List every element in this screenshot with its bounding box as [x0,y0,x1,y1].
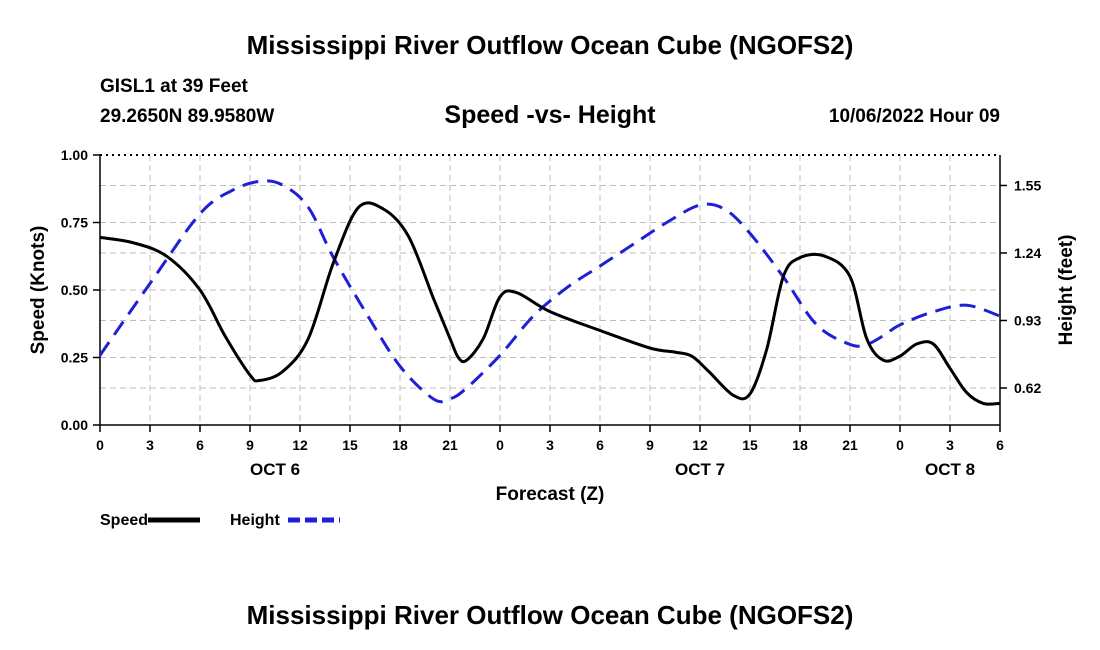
legend-label-height: Height [230,512,280,529]
y2-tick-label: 0.62 [1014,380,1041,396]
day-label: OCT 6 [250,460,300,479]
x-tick-label: 0 [496,437,504,453]
y-axis-speed: 0.00 0.25 0.50 0.75 1.00 [61,147,100,433]
y-tick-label: 0.00 [61,417,88,433]
y-tick-label: 0.75 [61,215,88,231]
x-tick-label: 12 [692,437,708,453]
x-tick-label: 3 [946,437,954,453]
y2-axis-title: Height (feet) [1056,235,1077,346]
x-tick-label: 6 [996,437,1004,453]
x-tick-label: 3 [546,437,554,453]
x-axis: 0 3 6 9 12 15 18 21 0 3 6 9 12 15 18 21 0 3 6 OCT 6 OCT 7 OCT… [96,425,1004,479]
day-label: OCT 8 [925,460,975,479]
legend: Speed Height [100,512,340,529]
x-tick-label: 15 [742,437,758,453]
x-tick-label: 18 [792,437,808,453]
page-title: Mississippi River Outflow Ocean Cube (NG… [246,30,854,60]
y-tick-label: 0.50 [61,282,88,298]
y-axis-title: Speed (Knots) [28,226,49,355]
x-tick-label: 21 [842,437,858,453]
x-tick-label: 6 [596,437,604,453]
coordinates-label: 29.2650N 89.9580W [100,106,275,127]
speed-series-line [99,201,1001,406]
series-layer [98,179,1001,406]
day-label: OCT 7 [675,460,725,479]
y2-tick-label: 1.55 [1014,177,1041,193]
legend-label-speed: Speed [100,512,148,529]
grid-layer [100,155,1000,425]
chart-subtitle: Speed -vs- Height [444,101,656,129]
y2-tick-label: 1.24 [1014,245,1041,261]
x-tick-label: 0 [896,437,904,453]
y-axis-height: 0.62 0.93 1.24 1.55 [1000,177,1041,396]
y-tick-label: 0.25 [61,350,88,366]
x-tick-label: 12 [292,437,308,453]
x-tick-label: 9 [246,437,254,453]
y2-tick-label: 0.93 [1014,312,1041,328]
y-tick-label: 1.00 [61,147,88,163]
x-tick-label: 18 [392,437,408,453]
x-tick-label: 0 [96,437,104,453]
x-tick-label: 6 [196,437,204,453]
height-series-line [98,179,1001,404]
x-tick-label: 3 [146,437,154,453]
bottom-title: Mississippi River Outflow Ocean Cube (NG… [246,600,854,630]
x-tick-label: 9 [646,437,654,453]
station-label: GISL1 at 39 Feet [100,76,248,97]
x-axis-title: Forecast (Z) [496,484,605,505]
speed-height-chart: 0 3 6 9 12 15 18 21 0 3 6 9 12 15 18 21 0 3 6 OCT 6 OCT 7 OCT… [28,147,1077,529]
x-tick-label: 21 [442,437,458,453]
x-tick-label: 15 [342,437,358,453]
timestamp-label: 10/06/2022 Hour 09 [828,106,1000,127]
